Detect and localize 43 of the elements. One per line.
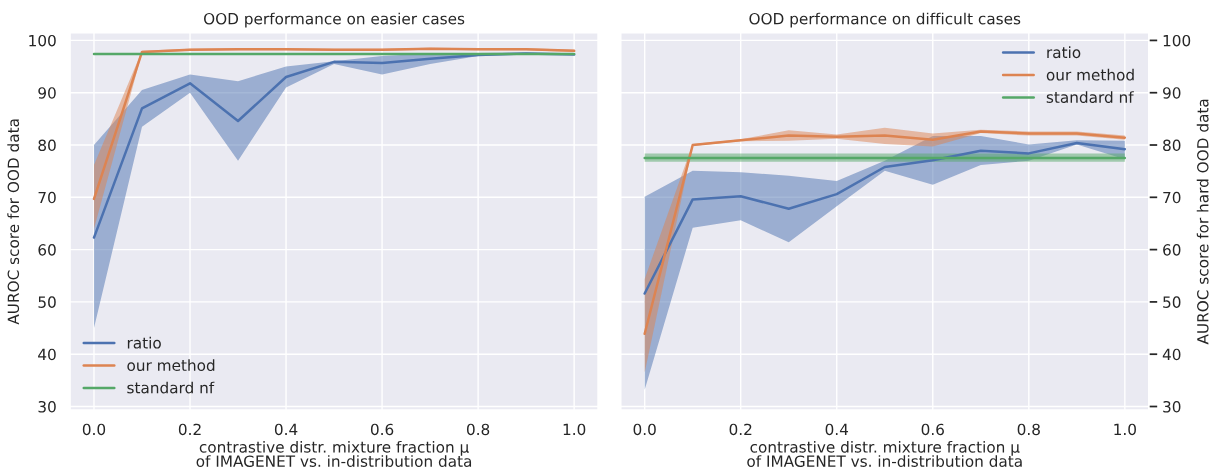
y2-axis-title: AUROC score for hard OOD data [1196,99,1209,345]
y2-tick-label: 50 [1163,296,1181,308]
x-tick-label: 0.0 [633,423,656,436]
x-tick-label: 0.0 [82,423,106,436]
x-tick-label: 0.2 [729,423,752,436]
x-tick-label: 0.6 [921,423,944,436]
legend-label: standard nf [1046,91,1134,103]
line-series [92,47,576,201]
x-tick-label: 0.4 [274,423,298,436]
x-tick-label: 1.0 [563,423,586,436]
y-tick-label: 90 [38,87,56,99]
y-tick-label: 60 [38,244,56,256]
y2-tick-label: 90 [1163,87,1181,99]
chart-title: OOD performance on easier cases [204,12,465,28]
legend-label: ratio [1047,46,1081,59]
line-series [643,141,1127,295]
legend-label: standard nf [127,381,215,394]
x-axis-title: contrastive distr. mixture fraction μ of IMAGENET vs. in-distribution data [196,440,472,467]
chart-title: OOD performance on difficult cases [749,12,1021,28]
legend-label: our method [1046,68,1134,81]
x-tick-label: 0.8 [466,423,490,436]
legend-label: ratio [127,336,161,349]
y2-tick-label: 60 [1163,244,1181,256]
y2-tick-label: 80 [1163,139,1181,152]
y-tick-label: 80 [38,139,56,152]
x-tick-label: 0.8 [1017,423,1040,436]
x-tick-label: 0.4 [825,423,849,436]
x-tick-label: 1.0 [1114,423,1136,436]
y2-tick-label: 40 [1162,348,1181,361]
y2-tick-label: 100 [1163,34,1191,47]
y2-tick-label: 30 [1163,400,1181,413]
y-tick-label: 40 [38,348,56,361]
y-tick-label: 100 [29,34,56,47]
x-tick-label: 0.2 [178,423,201,436]
y-tick-label: 30 [38,400,56,413]
x-tick-label: 0.6 [370,423,394,436]
y-axis-title: AUROC score for OOD data [7,119,20,325]
y-tick-label: 70 [38,191,56,204]
line-series [643,130,1127,336]
x-axis-title: contrastive distr. mixture fraction μ of IMAGENET vs. in-distribution data [747,440,1022,467]
legend-label: our method [127,359,215,372]
y2-tick-label: 70 [1163,191,1181,204]
y-tick-label: 50 [38,296,56,308]
